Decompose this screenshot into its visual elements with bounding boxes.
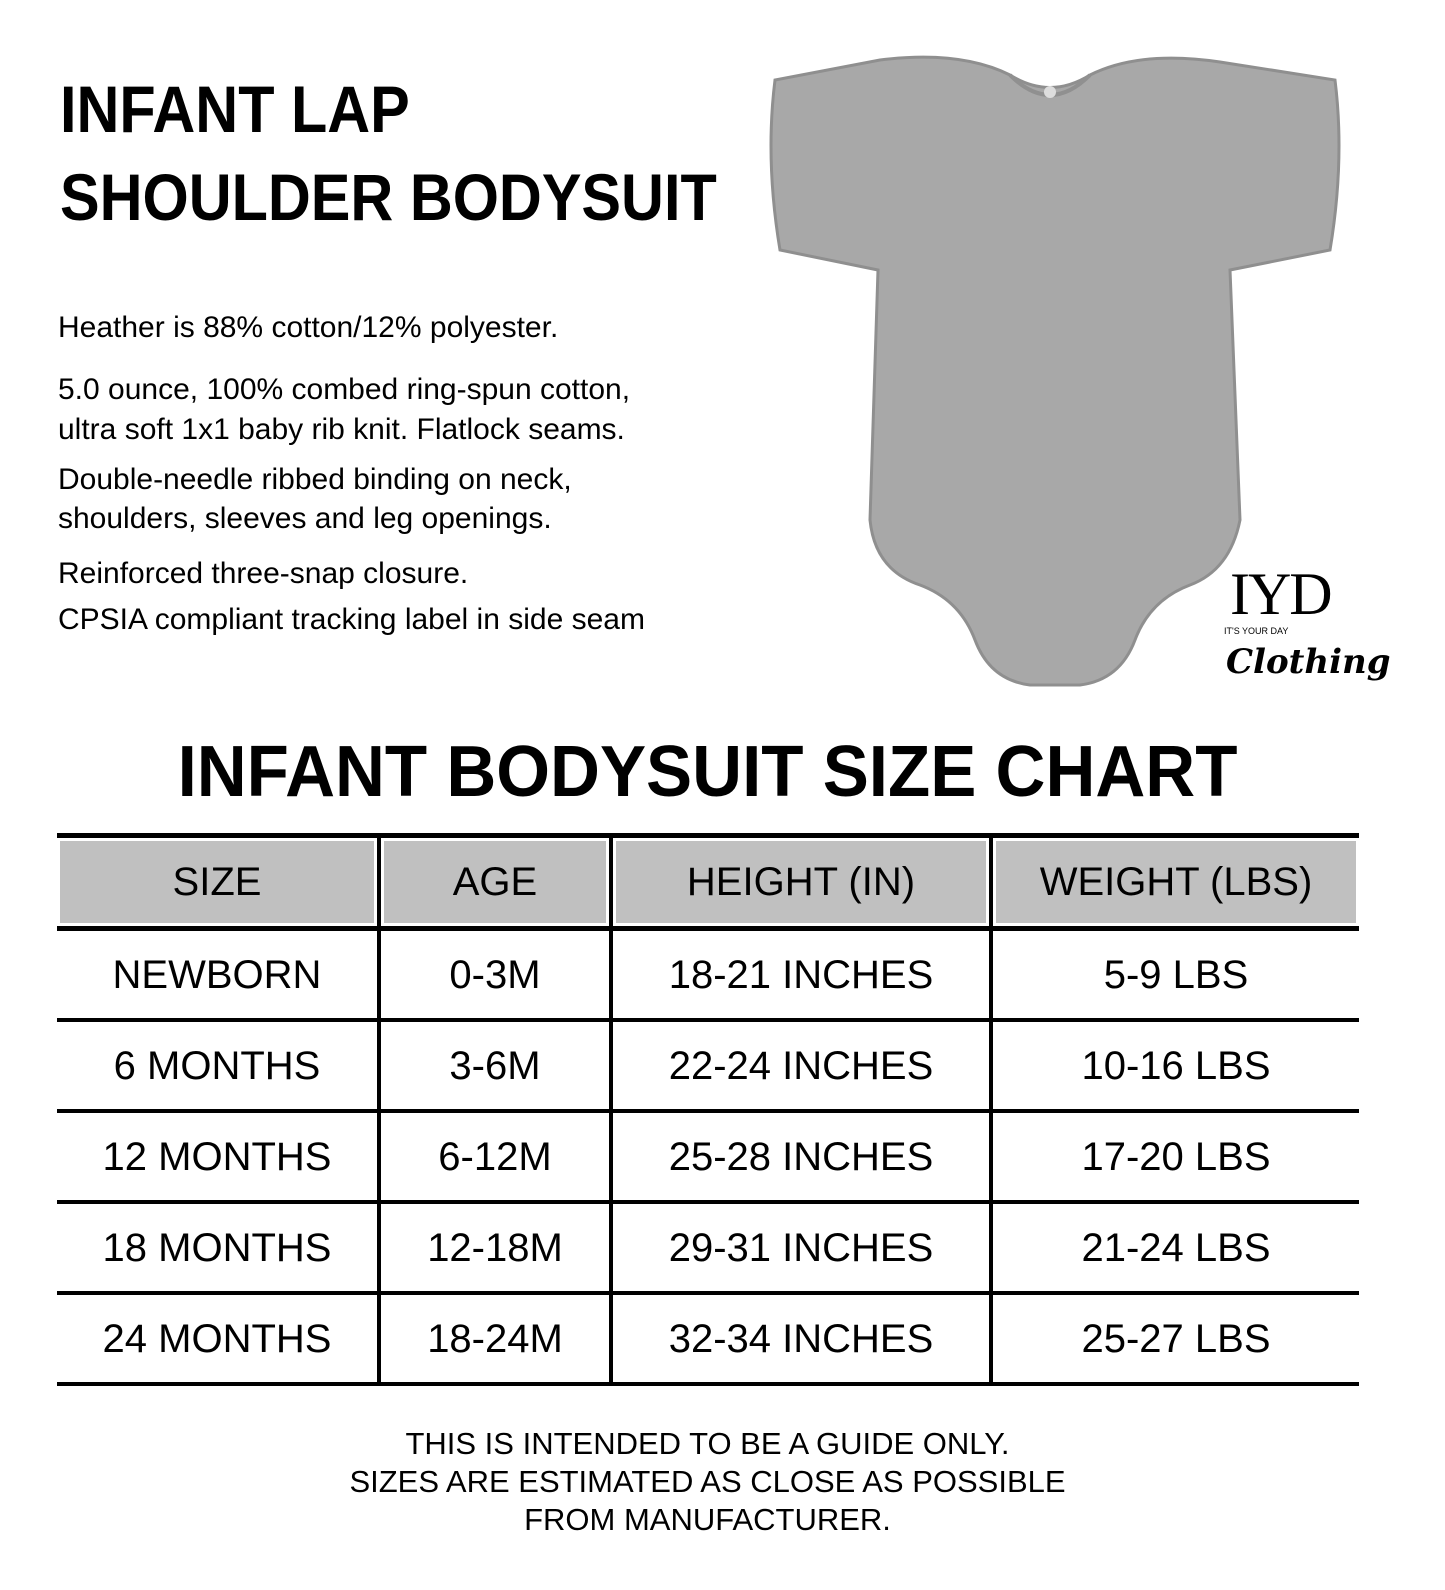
table-row: 12 MONTHS 6-12M 25-28 INCHES 17-20 LBS <box>57 1111 1359 1204</box>
description-line: Reinforced three-snap closure. <box>58 557 469 590</box>
cell-size: 18 MONTHS <box>57 1202 379 1295</box>
cell-weight: 5-9 LBS <box>989 928 1359 1022</box>
description-line: CPSIA compliant tracking label in side s… <box>58 603 645 636</box>
size-table: SIZE AGE HEIGHT (IN) WEIGHT (LBS) NEWBOR… <box>57 833 1359 1386</box>
cell-height: 32-34 INCHES <box>609 1293 991 1386</box>
cell-size: 12 MONTHS <box>57 1111 379 1204</box>
cell-age: 18-24M <box>377 1293 611 1386</box>
description-line: 5.0 ounce, 100% combed ring-spun cotton, <box>58 373 631 406</box>
disclaimer-line: THIS IS INTENDED TO BE A GUIDE ONLY. <box>405 1426 1010 1461</box>
cell-height: 25-28 INCHES <box>609 1111 991 1204</box>
product-title-line2: SHOULDER BODYSUIT <box>60 160 717 234</box>
cell-weight: 17-20 LBS <box>989 1111 1359 1204</box>
cell-height: 29-31 INCHES <box>609 1202 991 1295</box>
cell-weight: 21-24 LBS <box>989 1202 1359 1295</box>
description-line: shoulders, sleeves and leg openings. <box>58 502 552 535</box>
cell-age: 6-12M <box>377 1111 611 1204</box>
cell-age: 12-18M <box>377 1202 611 1295</box>
table-row: 24 MONTHS 18-24M 32-34 INCHES 25-27 LBS <box>57 1293 1359 1386</box>
description-line: Heather is 88% cotton/12% polyester. <box>58 311 559 344</box>
size-chart-title: INFANT BODYSUIT SIZE CHART <box>177 732 1238 812</box>
column-header-age: AGE <box>377 833 611 931</box>
bodysuit-image <box>769 55 1341 687</box>
table-row: 18 MONTHS 12-18M 29-31 INCHES 21-24 LBS <box>57 1202 1359 1295</box>
brand-logo: IYD IT'S YOUR DAY Clothing <box>1222 561 1391 696</box>
cell-weight: 10-16 LBS <box>989 1020 1359 1113</box>
cell-size: NEWBORN <box>57 928 379 1022</box>
table-row: NEWBORN 0-3M 18-21 INCHES 5-9 LBS <box>57 928 1359 1022</box>
column-header-weight: WEIGHT (LBS) <box>989 833 1359 931</box>
cell-weight: 25-27 LBS <box>989 1293 1359 1386</box>
cell-age: 0-3M <box>377 928 611 1022</box>
logo-main-text: IYD <box>1230 561 1333 627</box>
disclaimer-line: FROM MANUFACTURER. <box>524 1502 891 1537</box>
cell-height: 18-21 INCHES <box>609 928 991 1022</box>
disclaimer-line: SIZES ARE ESTIMATED AS CLOSE AS POSSIBLE <box>349 1464 1066 1499</box>
description-line: Double-needle ribbed binding on neck, <box>58 463 572 496</box>
cell-height: 22-24 INCHES <box>609 1020 991 1113</box>
column-header-size: SIZE <box>57 833 379 931</box>
disclaimer: THIS IS INTENDED TO BE A GUIDE ONLY. SIZ… <box>0 1425 1415 1539</box>
table-row: 6 MONTHS 3-6M 22-24 INCHES 10-16 LBS <box>57 1020 1359 1113</box>
cell-size: 24 MONTHS <box>57 1293 379 1386</box>
logo-small-text: IT'S YOUR DAY <box>1224 626 1289 636</box>
product-title-line1: INFANT LAP <box>60 72 410 146</box>
cell-age: 3-6M <box>377 1020 611 1113</box>
logo-script-text: Clothing <box>1226 642 1391 682</box>
cell-size: 6 MONTHS <box>57 1020 379 1113</box>
table-header-row: SIZE AGE HEIGHT (IN) WEIGHT (LBS) <box>57 833 1359 931</box>
description-line: ultra soft 1x1 baby rib knit. Flatlock s… <box>58 413 625 446</box>
column-header-height: HEIGHT (IN) <box>609 833 991 931</box>
